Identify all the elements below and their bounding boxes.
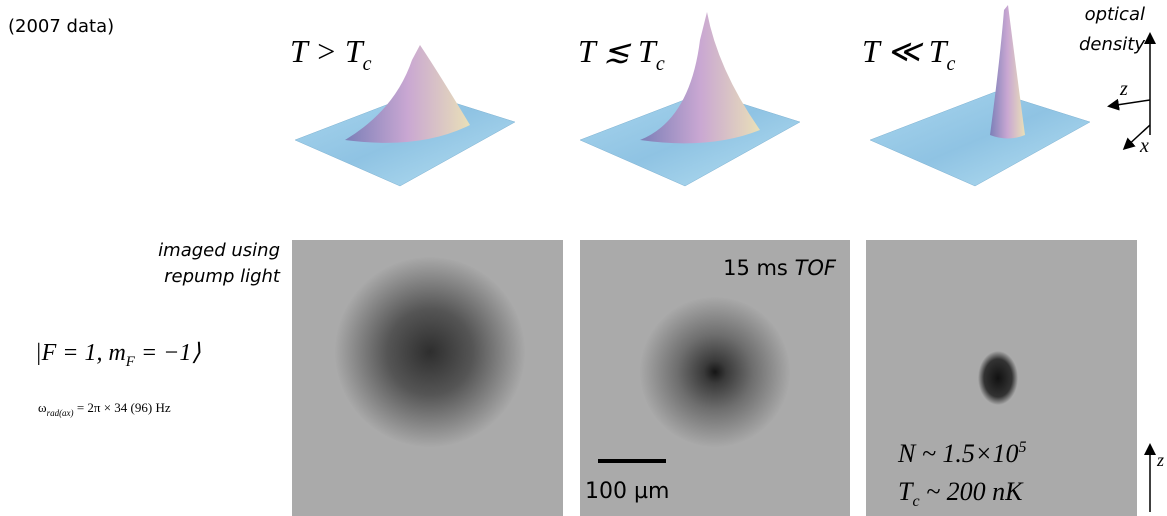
text-part: = −1⟩ xyxy=(135,340,201,366)
text-part: c xyxy=(912,493,919,510)
trap-label: ωrad(ax) = 2π × 34 (96) Hz xyxy=(38,400,171,418)
text-part: T > T xyxy=(290,33,365,69)
state-label: |F = 1, mF = −1⟩ xyxy=(35,340,201,370)
text-part: = 2π × 34 (96) Hz xyxy=(74,400,171,415)
text-part: rad(ax) xyxy=(47,408,74,418)
text-part: T ≲ T xyxy=(578,33,658,69)
cloud xyxy=(978,351,1018,405)
text-part: c xyxy=(656,53,665,75)
text-part: ~ 200 nK xyxy=(920,477,1025,506)
figure: (2007 data) T > Tc T ≲ Tc T ≪ Tc optical… xyxy=(0,0,1167,516)
text-part: 15 ms xyxy=(723,256,794,280)
panel-label: T ≪ Tc xyxy=(862,33,956,75)
text-part: c xyxy=(363,53,372,75)
tof-label: 15 ms TOF xyxy=(723,256,837,280)
axis-label: optical xyxy=(1085,4,1145,25)
subtitle: (2007 data) xyxy=(8,16,114,37)
text-part: |F = 1, m xyxy=(35,340,126,366)
panel-label: T > Tc xyxy=(290,33,372,75)
atom-number: N ~ 1.5×105 xyxy=(897,439,1026,468)
image-axis-label: z xyxy=(1156,450,1164,470)
scale-bar-label: 100 µm xyxy=(585,479,669,504)
text-part: 5 xyxy=(1018,439,1026,456)
text-part: TOF xyxy=(795,256,837,280)
text-part: c xyxy=(947,53,956,75)
axis-label: z xyxy=(1119,78,1128,100)
axis-label: density xyxy=(1079,34,1145,55)
panel-label: T ≲ Tc xyxy=(578,33,665,75)
text-part: T ≪ T xyxy=(862,33,949,69)
imaging-label: repump light xyxy=(164,266,281,287)
imaging-label: imaged using xyxy=(158,240,280,261)
axis-label: x xyxy=(1139,135,1149,157)
cloud xyxy=(335,257,525,447)
axis-arrow xyxy=(1110,100,1150,106)
text-part: N ~ 1.5×10 xyxy=(897,439,1018,468)
cloud xyxy=(640,297,790,447)
